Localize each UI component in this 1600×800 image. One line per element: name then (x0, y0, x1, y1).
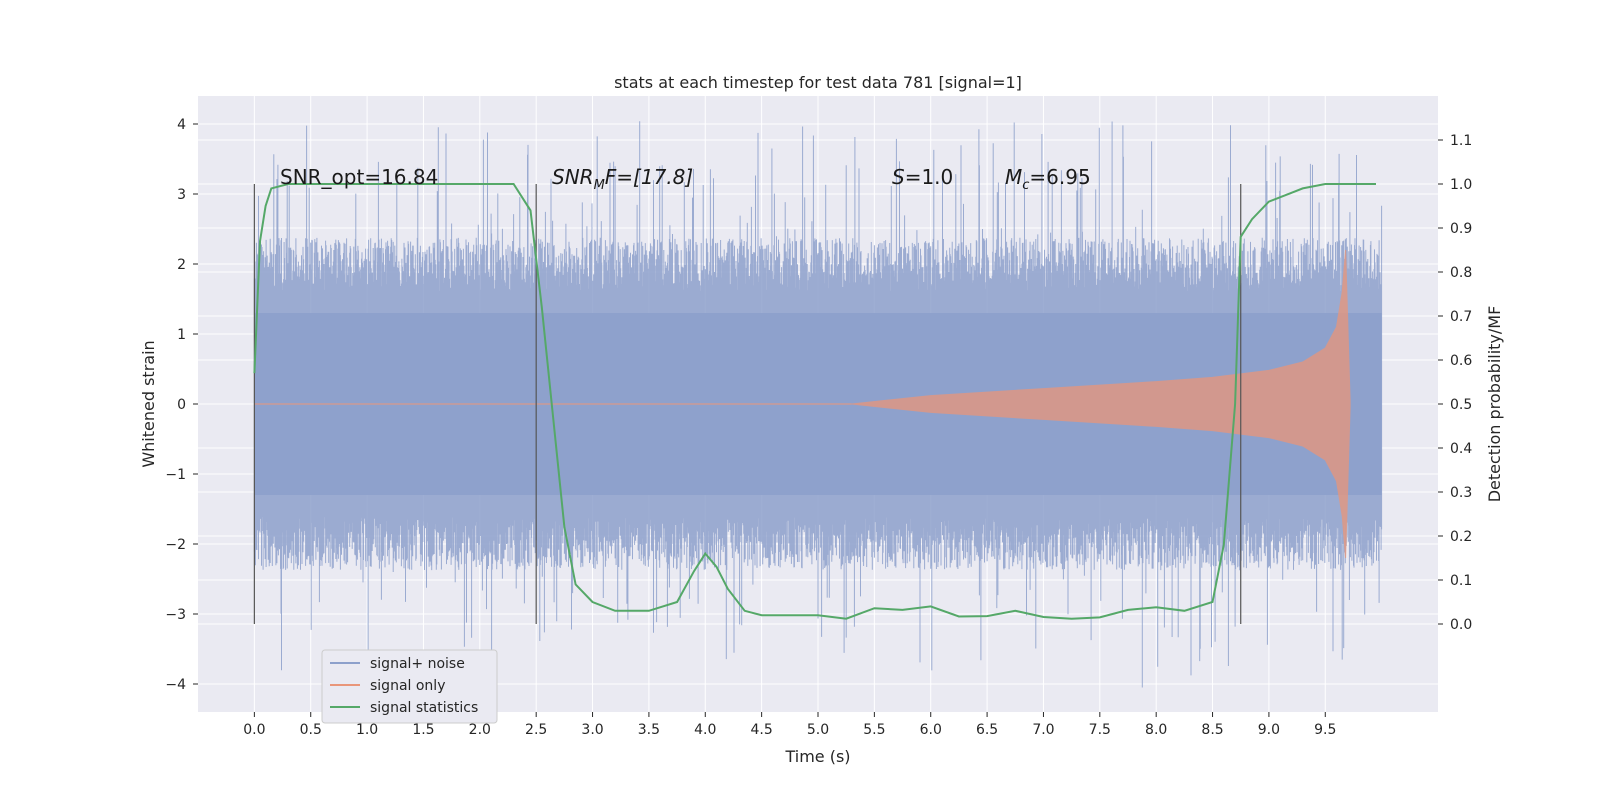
signal-statistics-line (253, 183, 1376, 620)
annotation-s: S=1.0 (892, 165, 953, 189)
x-tick-label: 9.5 (1314, 722, 1336, 738)
y-axis-left-ticks: 4 3 2 1 0 −1 −2 −3 −4 (165, 117, 198, 693)
x-tick-label: 1.5 (412, 722, 434, 738)
y-axis-right-label: Detection probability/MF (1485, 306, 1504, 503)
legend-box (321, 649, 498, 724)
y-left-tick-label: −1 (165, 467, 186, 483)
y-right-tick-label: 0.5 (1450, 397, 1472, 413)
x-tick-label: 5.5 (863, 722, 885, 738)
x-tick-label: 3.5 (638, 722, 660, 738)
x-tick-label: 4.0 (694, 722, 716, 738)
x-tick-label: 2.5 (525, 722, 547, 738)
y-right-tick-label: 0.8 (1450, 265, 1472, 281)
x-tick-label: 4.5 (751, 722, 773, 738)
x-axis-ticks: 0.0 0.5 1.0 1.5 2.0 2.5 3.0 3.5 4.0 4.5 5.0 5.5 6.0 6… (243, 712, 1336, 738)
x-tick-label: 8.0 (1145, 722, 1167, 738)
y-left-tick-label: 1 (177, 327, 186, 343)
y-right-tick-label: 1.1 (1450, 133, 1472, 149)
x-tick-label: 8.5 (1201, 722, 1223, 738)
signal-only-envelope (851, 249, 1351, 559)
y-left-tick-label: −2 (165, 537, 186, 553)
x-tick-label: 7.5 (1089, 722, 1111, 738)
y-left-tick-label: 2 (177, 257, 186, 273)
legend-label-signal-noise: signal+ noise (370, 656, 465, 672)
y-axis-left-label: Whitened strain (139, 340, 158, 467)
annotation-snr-opt: SNR_opt=16.84 (280, 165, 438, 189)
x-tick-label: 6.0 (920, 722, 942, 738)
y-left-tick-label: 0 (177, 397, 186, 413)
x-tick-label: 6.5 (976, 722, 998, 738)
y-right-tick-label: 0.9 (1450, 221, 1472, 237)
y-axis-right-ticks: 1.1 1.0 0.9 0.8 0.7 0.6 0.5 0.4 0.3 0.2 0.1 0.0 (1438, 133, 1472, 633)
y-left-tick-label: −3 (165, 607, 186, 623)
signal-statistics-series (253, 183, 1376, 620)
x-tick-label: 3.0 (581, 722, 603, 738)
y-right-tick-label: 0.7 (1450, 309, 1472, 325)
x-tick-label: 2.0 (469, 722, 491, 738)
signal-only-series (254, 249, 1351, 559)
annotation-mc: Mc=6.95 (1005, 165, 1091, 193)
legend-label-signal-only: signal only (370, 678, 445, 694)
y-right-tick-label: 0.0 (1450, 617, 1472, 633)
x-axis-label: Time (s) (784, 747, 850, 766)
y-left-tick-label: 3 (177, 187, 186, 203)
y-left-tick-label: 4 (177, 117, 186, 133)
legend-label-signal-statistics: signal statistics (370, 700, 478, 716)
x-tick-label: 0.0 (243, 722, 265, 738)
legend: signal+ noise signal only signal statist… (321, 649, 498, 724)
annotation-snr-mf: SNRMF=[17.8] (552, 165, 693, 193)
y-right-tick-label: 0.1 (1450, 573, 1472, 589)
y-right-tick-label: 0.2 (1450, 529, 1472, 545)
y-right-tick-label: 0.3 (1450, 485, 1472, 501)
y-right-tick-label: 0.6 (1450, 353, 1472, 369)
x-tick-label: 5.0 (807, 722, 829, 738)
x-tick-label: 9.0 (1258, 722, 1280, 738)
chart-title: stats at each timestep for test data 781… (614, 73, 1022, 92)
x-tick-label: 1.0 (356, 722, 378, 738)
y-right-tick-label: 1.0 (1450, 177, 1472, 193)
y-left-tick-label: −4 (165, 677, 186, 693)
y-right-tick-label: 0.4 (1450, 441, 1472, 457)
x-tick-label: 7.0 (1032, 722, 1054, 738)
x-tick-label: 0.5 (300, 722, 322, 738)
